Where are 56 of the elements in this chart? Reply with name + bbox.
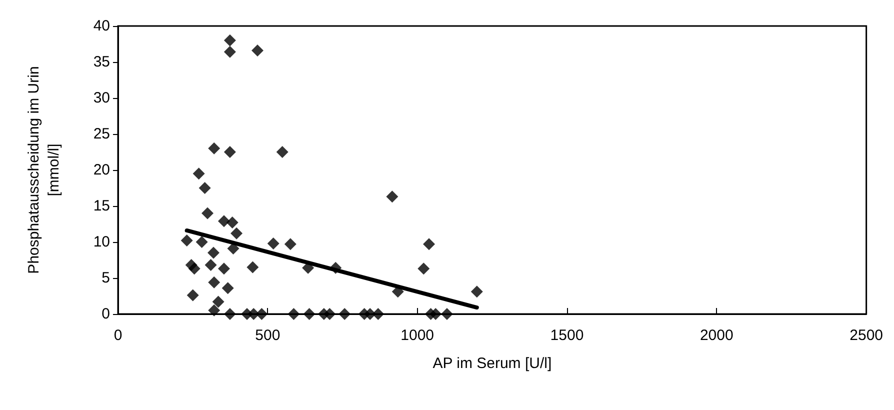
point: [207, 246, 220, 259]
point: [188, 262, 200, 275]
point: [267, 237, 280, 250]
point: [284, 238, 296, 250]
point: [198, 182, 211, 194]
y-tick-label: 40: [93, 18, 110, 34]
point: [226, 216, 238, 229]
y-tick-label: 0: [102, 306, 110, 322]
point: [224, 34, 236, 46]
point: [208, 276, 220, 288]
point: [218, 262, 230, 275]
y-tick-label: 20: [93, 162, 110, 178]
point: [224, 46, 236, 58]
point: [208, 304, 220, 316]
point: [470, 286, 483, 298]
point: [180, 234, 193, 247]
point: [196, 236, 208, 248]
point: [303, 308, 316, 320]
y-tick-label: 35: [93, 54, 110, 70]
point: [222, 282, 234, 294]
point: [256, 308, 268, 320]
point: [202, 207, 214, 220]
x-tick-label: 0: [114, 327, 122, 344]
x-tick-label: 1500: [550, 327, 584, 344]
y-tick-label: 5: [102, 270, 110, 286]
y-axis-title: Phosphatausscheidung im Urin [mmol/l]: [26, 66, 62, 274]
x-tick-label: 500: [255, 327, 280, 344]
point: [418, 262, 430, 275]
point: [208, 142, 220, 154]
point: [230, 227, 243, 240]
x-tick-label: 1000: [400, 327, 434, 344]
point: [251, 44, 264, 56]
point: [224, 308, 236, 320]
x-tick-label: 2500: [850, 327, 884, 344]
point: [372, 308, 384, 320]
point: [276, 146, 288, 158]
point: [386, 190, 398, 203]
point: [186, 289, 199, 302]
point: [204, 259, 217, 272]
point: [423, 238, 435, 250]
point: [338, 308, 351, 320]
y-tick-label: 10: [93, 234, 110, 250]
y-tick-label: 25: [93, 126, 110, 142]
x-axis-title: AP im Serum [U/l]: [432, 355, 552, 372]
point: [430, 308, 442, 320]
y-tick-label: 15: [93, 198, 110, 214]
y-tick-label: 30: [93, 90, 110, 106]
x-tick-label: 2000: [700, 327, 734, 344]
point: [288, 308, 300, 320]
point: [246, 261, 259, 274]
point: [224, 146, 236, 158]
point: [324, 308, 336, 320]
point: [218, 215, 230, 228]
point: [192, 168, 205, 180]
point: [440, 308, 453, 320]
point: [212, 296, 224, 308]
